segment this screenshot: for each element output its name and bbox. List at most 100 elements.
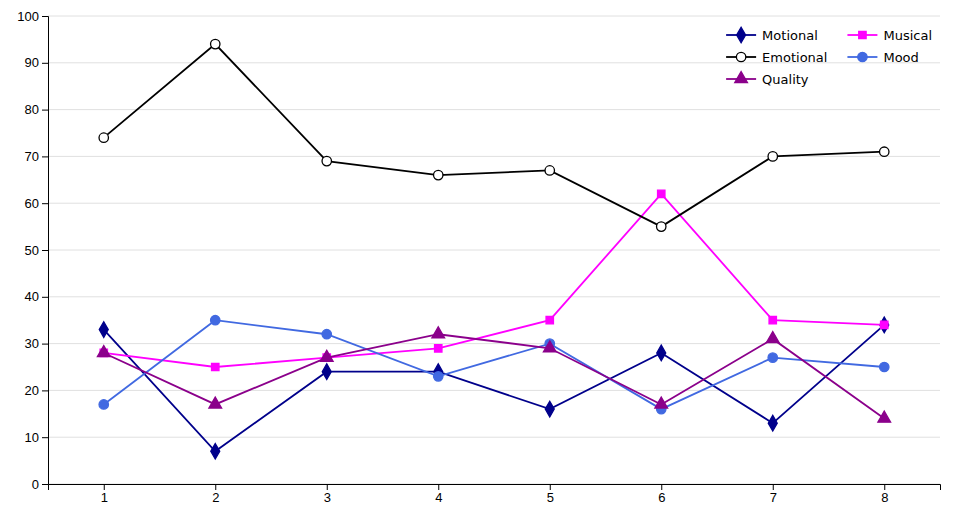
tick: 7 [770, 484, 777, 505]
tick-mark [42, 156, 48, 157]
tick-label: 40 [25, 289, 39, 304]
legend-marker [859, 31, 866, 38]
tick: 80 [25, 102, 48, 117]
point [322, 156, 331, 165]
point [432, 327, 445, 338]
series [97, 327, 890, 422]
grid-line [48, 156, 940, 157]
tick: 5 [547, 484, 554, 505]
tick: 8 [881, 484, 888, 505]
tick-label: 4 [435, 490, 442, 505]
series-line [104, 334, 885, 418]
tick-mark [42, 63, 48, 64]
point [546, 316, 553, 323]
tick-label: 10 [25, 430, 39, 445]
point [211, 443, 220, 459]
grid-line [48, 437, 940, 438]
point [543, 341, 556, 352]
tick-mark [773, 484, 774, 490]
point [545, 401, 554, 417]
grid-line [48, 203, 940, 204]
legend-entry: Mood [847, 50, 918, 65]
axis-line [42, 17, 49, 485]
tick-mark [884, 484, 885, 490]
series-line [104, 325, 885, 451]
tick-label: 30 [25, 336, 39, 351]
legend-marker [858, 52, 867, 61]
point [434, 170, 443, 179]
point [99, 322, 108, 338]
point [880, 147, 889, 156]
tick-mark [550, 484, 551, 490]
point [881, 321, 888, 328]
tick-label: 8 [881, 490, 888, 505]
series [99, 315, 889, 413]
point [99, 400, 108, 409]
point [657, 222, 666, 231]
grid-line [48, 343, 940, 344]
tick-label: 100 [17, 9, 39, 24]
axis-line [49, 485, 941, 491]
tick-label: 20 [25, 383, 39, 398]
tick-mark [215, 484, 216, 490]
tick: 40 [25, 289, 48, 304]
legend-label: Mood [883, 50, 918, 65]
tick-label: 90 [25, 55, 39, 70]
tick: 50 [25, 243, 48, 258]
tick-mark [42, 110, 48, 111]
legend-marker [736, 52, 745, 61]
series-line [104, 44, 885, 227]
tick-label: 1 [101, 490, 108, 505]
tick-label: 80 [25, 102, 39, 117]
point [322, 330, 331, 339]
tick-mark [438, 484, 439, 490]
point [545, 166, 554, 175]
tick-label: 0 [32, 477, 39, 492]
tick: 6 [658, 484, 665, 505]
tick: 90 [25, 55, 48, 70]
x-axis: 12345678 [49, 484, 941, 505]
legend-entry: Quality [726, 72, 809, 87]
tick-mark [42, 437, 48, 438]
point [97, 346, 110, 357]
legend-marker [737, 27, 746, 43]
tick-label: 7 [770, 490, 777, 505]
legend: Motional Musical Emotional Mood Quality [726, 27, 932, 86]
series [99, 317, 888, 459]
point [655, 397, 668, 408]
tick: 0 [32, 477, 48, 492]
tick-label: 3 [324, 490, 331, 505]
point [768, 353, 777, 362]
point [658, 190, 665, 197]
tick: 30 [25, 336, 48, 351]
legend-entry: Motional [726, 27, 818, 43]
legend-entry: Musical [847, 28, 932, 43]
tick-mark [42, 16, 48, 17]
point [880, 362, 889, 371]
tick-label: 60 [25, 196, 39, 211]
tick-mark [104, 484, 105, 490]
point [878, 411, 891, 422]
point [212, 363, 219, 370]
tick: 4 [435, 484, 442, 505]
legend-marker [735, 72, 748, 83]
legend-label: Motional [762, 28, 818, 43]
point [766, 332, 779, 343]
point [768, 415, 777, 431]
tick-mark [42, 344, 48, 345]
point [320, 350, 333, 361]
tick: 10 [25, 430, 48, 445]
tick: 100 [17, 9, 48, 24]
point [769, 316, 776, 323]
point [211, 315, 220, 324]
tick: 20 [25, 383, 48, 398]
legend-label: Quality [762, 72, 809, 87]
point [657, 345, 666, 361]
grid-line [48, 16, 940, 17]
legend-entry: Emotional [726, 50, 827, 65]
point [322, 364, 331, 380]
tick-mark [42, 203, 48, 204]
point [211, 39, 220, 48]
point [99, 133, 108, 142]
point [434, 372, 443, 381]
